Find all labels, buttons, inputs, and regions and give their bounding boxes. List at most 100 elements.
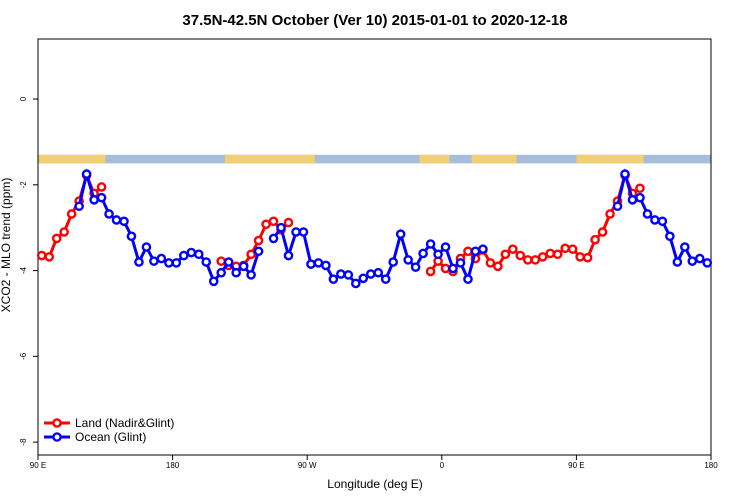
data-point xyxy=(89,195,99,205)
data-point xyxy=(119,216,129,227)
data-point xyxy=(680,242,690,252)
data-point xyxy=(537,252,548,262)
data-point xyxy=(268,216,279,227)
data-point xyxy=(575,252,585,262)
legend-marker xyxy=(52,418,62,428)
data-point xyxy=(463,274,473,284)
data-point xyxy=(149,256,159,266)
data-point xyxy=(448,263,458,274)
data-point xyxy=(298,227,309,237)
data-point xyxy=(635,192,645,203)
data-point xyxy=(522,255,533,265)
data-point xyxy=(246,249,256,260)
data-point xyxy=(463,246,473,257)
data-point xyxy=(433,249,443,260)
data-point xyxy=(410,262,421,272)
data-point xyxy=(193,249,204,260)
data-point xyxy=(111,215,122,225)
data-point xyxy=(59,227,69,237)
data-point xyxy=(336,269,346,279)
data-point xyxy=(552,249,563,260)
data-point xyxy=(96,192,107,203)
data-point xyxy=(134,257,144,267)
data-point xyxy=(388,257,398,267)
data-point xyxy=(231,267,241,278)
data-point xyxy=(455,258,466,268)
data-point xyxy=(567,244,578,254)
data-point xyxy=(500,249,511,260)
legend-label: Ocean (Glint) xyxy=(75,430,146,444)
map-strip-land xyxy=(471,154,517,164)
data-point xyxy=(425,266,436,277)
y-axis: 0 -2 -4 -6 -8 xyxy=(19,96,38,446)
data-point xyxy=(186,247,197,258)
data-point xyxy=(470,246,481,257)
data-point xyxy=(590,234,600,245)
data-point xyxy=(81,169,92,179)
y-tick-label: -4 xyxy=(19,266,28,274)
x-axis: 90 E 180 90 W 0 90 E 180 xyxy=(30,455,718,470)
data-point xyxy=(66,209,77,219)
map-strip xyxy=(38,154,711,164)
data-point xyxy=(642,209,653,219)
data-point xyxy=(261,219,271,230)
y-tick-label: -8 xyxy=(19,438,28,446)
data-point xyxy=(380,274,391,284)
data-point xyxy=(44,252,55,262)
legend-label: Land (Nadir&Glint) xyxy=(75,416,174,430)
plot-frame xyxy=(37,38,712,456)
data-point xyxy=(508,244,518,254)
data-point xyxy=(373,267,384,278)
data-point xyxy=(238,261,249,272)
data-point xyxy=(351,278,361,289)
data-point xyxy=(253,246,264,257)
data-point xyxy=(515,250,526,261)
data-point xyxy=(545,248,556,259)
x-tick-label: 90 E xyxy=(568,461,584,470)
data-point xyxy=(365,269,376,279)
data-point xyxy=(425,239,436,249)
x-tick-label: 0 xyxy=(440,461,445,470)
data-point xyxy=(478,244,488,254)
data-point xyxy=(418,248,428,259)
y-tick-label: 0 xyxy=(19,96,28,101)
data-point xyxy=(253,235,264,246)
data-point xyxy=(650,215,660,225)
data-point xyxy=(104,209,114,219)
data-point xyxy=(276,222,286,233)
data-point xyxy=(672,257,683,267)
x-tick-label: 180 xyxy=(166,461,180,470)
data-point xyxy=(96,182,107,192)
legend-marker xyxy=(52,432,62,442)
data-point xyxy=(687,256,698,266)
data-point xyxy=(36,250,47,261)
data-point xyxy=(291,227,301,237)
data-point xyxy=(702,258,713,268)
data-point xyxy=(313,258,324,268)
data-point xyxy=(208,276,219,287)
data-point xyxy=(440,263,451,274)
data-point xyxy=(493,261,503,272)
data-point xyxy=(141,242,152,252)
data-point xyxy=(74,201,84,212)
data-point xyxy=(51,233,62,244)
data-point xyxy=(582,252,593,263)
data-point xyxy=(395,229,406,239)
legend: Land (Nadir&Glint)Ocean (Glint) xyxy=(44,416,174,444)
data-point xyxy=(627,195,638,205)
data-point xyxy=(597,227,608,237)
map-strip-ocean xyxy=(38,154,711,164)
data-point xyxy=(156,253,167,264)
map-strip-land xyxy=(224,154,315,164)
data-point xyxy=(440,242,451,252)
data-point xyxy=(485,258,496,268)
y-axis-label: XCO2 - MLO trend (ppm) xyxy=(0,178,13,313)
series-0 xyxy=(36,170,645,277)
map-strip-land xyxy=(576,154,644,164)
series-1 xyxy=(74,168,713,289)
data-point xyxy=(321,260,331,271)
data-point xyxy=(126,231,137,242)
data-point xyxy=(343,270,354,280)
data-point xyxy=(694,253,705,264)
